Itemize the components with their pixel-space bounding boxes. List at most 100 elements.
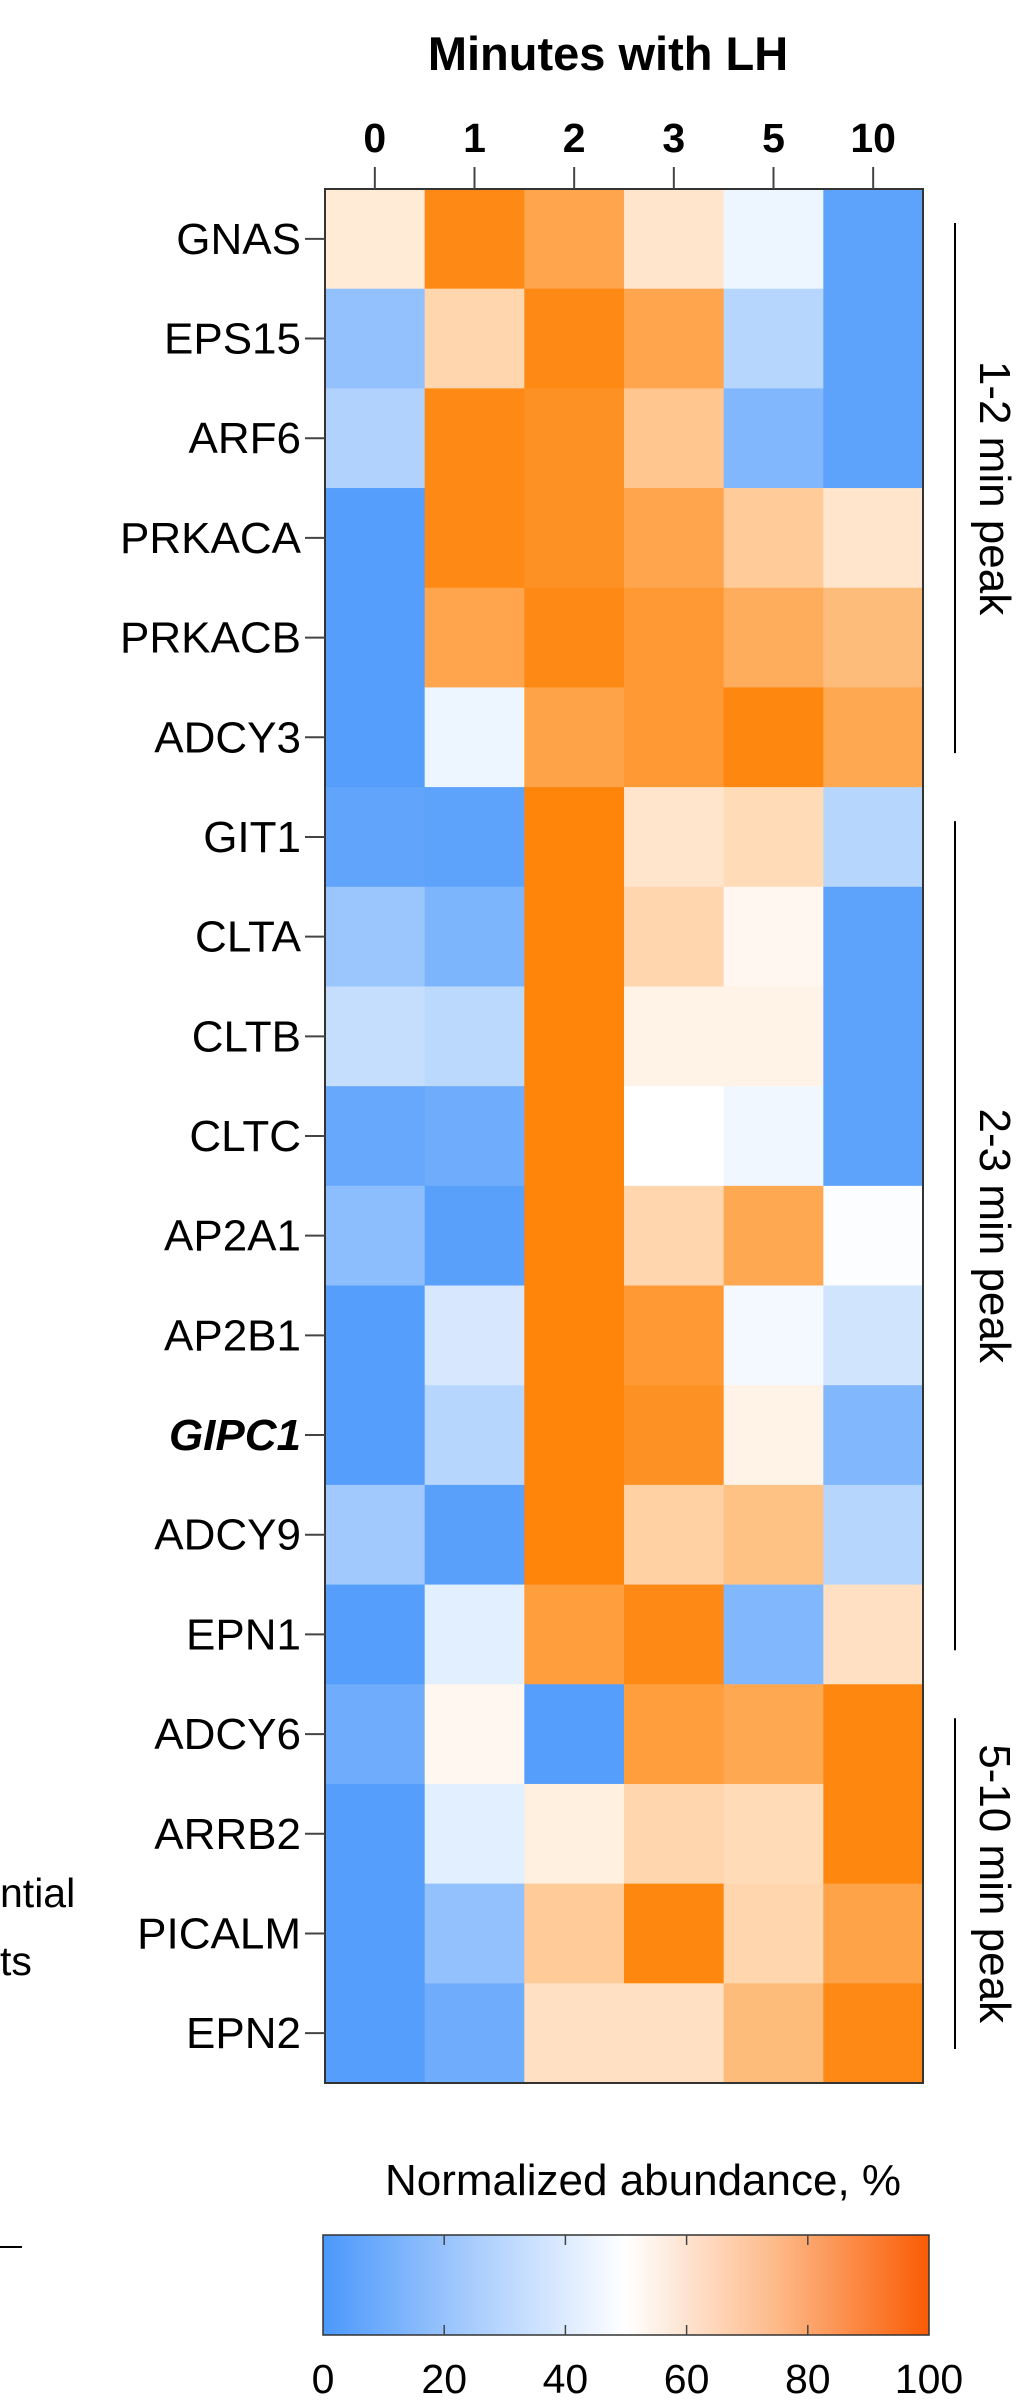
heatmap-cell [823,488,924,589]
heatmap-cell [624,1086,725,1187]
heatmap-cell [325,189,426,290]
row-tick-label: AP2A1 [164,1212,301,1261]
heatmap-cell [424,1983,525,2084]
peak-group-brackets: 1-2 min peak 2-3 min peak 5-10 min peak [954,223,1019,2049]
heatmap-cell [723,1185,824,1287]
heatmap-cell [624,1484,725,1586]
heatmap-cell [424,687,525,788]
heatmap-cell [424,787,525,888]
heatmap-cell [424,1584,525,1685]
colorbar-tick-label: 0 [312,2356,335,2402]
heatmap-cell [424,1086,525,1187]
colorbar-ticks: 0 20 40 60 80 100 [312,2235,963,2402]
column-tick-label: 0 [363,115,386,161]
heatmap-cell [723,1484,824,1586]
heatmap-cell [524,388,625,489]
colorbar-tick-label: 20 [421,2356,467,2402]
row-tick-label: GIT1 [203,813,301,862]
row-tick-label: PICALM [137,1909,301,1958]
heatmap-cell [723,1684,824,1785]
heatmap-cell [524,1285,625,1386]
heatmap-cell [624,1385,725,1486]
heatmap-cell [823,388,924,489]
column-tick-label: 2 [563,115,586,161]
heatmap-cell [325,687,426,788]
colorbar-label: Normalized abundance, % [385,2156,901,2205]
heatmap-cell [823,1584,924,1685]
heatmap-cell [624,986,725,1087]
heatmap-cell [524,1484,625,1586]
heatmap-cell [424,986,525,1087]
heatmap-cell [624,189,725,290]
row-tick-label: PRKACA [120,514,302,563]
heatmap-cell [823,1484,924,1586]
heatmap-cell [325,1883,426,1984]
chart-title: Minutes with LH [428,27,788,80]
heatmap-cell [424,1783,525,1885]
row-tick-label: EPN1 [186,1610,301,1659]
heatmap-cell [325,1086,426,1187]
heatmap-cell [823,787,924,888]
heatmap-cell [424,1285,525,1386]
group-label: 1-2 min peak [970,361,1019,616]
heatmap-cell [524,1883,625,1984]
heatmap-cell [624,787,725,888]
heatmap-cell [823,1883,924,1984]
row-tick-label: PRKACB [120,614,301,663]
heatmap-cell [723,1385,824,1486]
heatmap-cell [325,1684,426,1785]
column-tick-label: 3 [662,115,685,161]
heatmap-cell [325,886,426,988]
heatmap-cell [823,587,924,689]
row-tick-label: GNAS [176,215,301,264]
heatmap-cell [624,687,725,788]
heatmap-cell [823,1684,924,1785]
heatmap-cell [524,787,625,888]
row-tick-label: CLTA [195,913,302,962]
heatmap-cell [325,1484,426,1586]
heatmap-cell [823,687,924,788]
heatmap-cell [624,1684,725,1785]
heatmap-cell [524,488,625,589]
heatmap-cell [524,687,625,788]
heatmap-cell [823,986,924,1087]
heatmap-cell [424,1484,525,1586]
heatmap-cell [325,1185,426,1287]
heatmap-cell [325,1983,426,2084]
heatmap-cell [823,288,924,389]
heatmap-cells [325,189,924,2084]
heatmap-cell [424,388,525,489]
heatmap-cell [624,288,725,389]
heatmap-cell [624,488,725,589]
heatmap-cell [424,1684,525,1785]
column-tick-label: 5 [762,115,785,161]
heatmap-cell [823,1385,924,1486]
group-label: 2-3 min peak [970,1109,1019,1364]
heatmap-cell [624,1883,725,1984]
row-tick-label: EPN2 [186,2009,301,2058]
group-label: 5-10 min peak [970,1744,1019,2024]
heatmap-cell [624,1584,725,1685]
column-tick-label: 10 [850,115,896,161]
heatmap-cell [325,986,426,1087]
heatmap-cell [723,787,824,888]
heatmap-cell [823,1285,924,1386]
heatmap-cell [624,1185,725,1287]
heatmap-cell [723,288,824,389]
heatmap-cell [524,587,625,689]
heatmap-cell [325,1285,426,1386]
heatmap-cell [524,1086,625,1187]
row-tick-label: ARF6 [189,414,301,463]
heatmap-cell [325,787,426,888]
row-tick-label: ADCY3 [154,713,301,762]
column-tick-label: 1 [463,115,486,161]
heatmap-cell [424,189,525,290]
colorbar-tick-label: 100 [895,2356,963,2402]
row-tick-label: CLTC [189,1112,301,1161]
heatmap-cell [524,1584,625,1685]
column-ticks: 0 1 2 3 5 10 [363,115,896,189]
heatmap-cell [524,1983,625,2084]
heatmap-cell [723,488,824,589]
heatmap-cell [723,1883,824,1984]
